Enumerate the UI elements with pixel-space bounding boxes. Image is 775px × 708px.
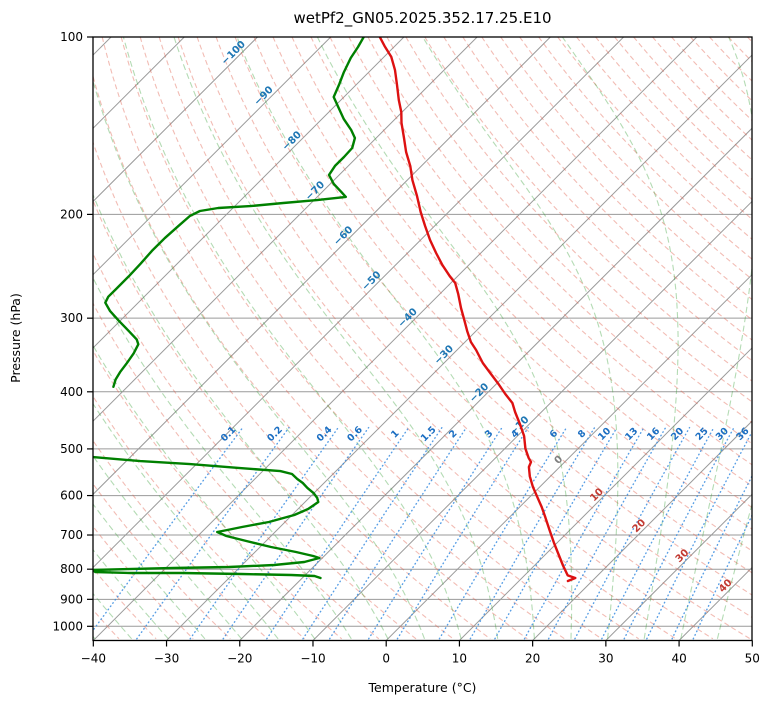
y-tick-label: 200: [60, 207, 83, 221]
isotherm-label: 10: [588, 486, 606, 504]
mixing-ratio-label: 0.6: [345, 424, 365, 444]
mixing-ratio-label: 6: [548, 428, 561, 441]
isotherm-label: −30: [433, 343, 457, 367]
mixing-ratio-label: 8: [576, 428, 589, 441]
x-tick-label: 10: [452, 652, 467, 666]
sounding-profiles: [93, 37, 577, 583]
x-tick-label: 40: [671, 652, 686, 666]
mixing-ratio-label: 2: [447, 428, 459, 440]
mixing-ratio-label: 1: [389, 428, 401, 440]
mixing-ratio-labels: 0.1 0.2 0.4 0.6 1 1.5 2 3 4 6 8 10 13 16 20 25 30 36: [219, 424, 752, 444]
isotherm-label: −20: [468, 381, 492, 405]
y-tick-label: 900: [60, 592, 83, 606]
x-tick-label: 20: [525, 652, 540, 666]
x-tick-label: 50: [745, 652, 760, 666]
y-tick-label: 600: [60, 489, 83, 503]
mixing-ratio-lines: [93, 426, 752, 640]
chart-title: wetPf2_GN05.2025.352.17.25.E10: [293, 9, 551, 28]
y-tick-label: 100: [60, 30, 83, 44]
y-tick-label: 1000: [52, 619, 83, 633]
mixing-ratio-label: 13: [623, 426, 640, 443]
mixing-ratio-label: 30: [714, 425, 731, 442]
mixing-ratio-label: 0.2: [265, 424, 285, 444]
isotherm-label: 20: [631, 517, 649, 535]
temperature-curve: [378, 37, 577, 583]
x-tick-label: −30: [154, 652, 179, 666]
isotherm-label: 0: [553, 454, 566, 467]
y-tick-label: 800: [60, 562, 83, 576]
y-tick-label: 400: [60, 385, 83, 399]
mixing-ratio-label: 25: [694, 426, 711, 443]
axis-ticks: [87, 36, 753, 647]
mixing-ratio-label: 3: [483, 428, 495, 440]
mixing-ratio-label: 0.1: [219, 424, 239, 444]
dewpoint-curve: [104, 37, 365, 388]
x-axis-label: Temperature (°C): [368, 680, 477, 695]
y-tick-label: 700: [60, 528, 83, 542]
isotherm-label: −90: [252, 84, 276, 108]
x-tick-label: −20: [227, 652, 252, 666]
isotherm-label: −50: [360, 269, 384, 293]
x-tick-label: 30: [598, 652, 613, 666]
x-tick-label: 0: [382, 652, 390, 666]
axis-tick-labels: −40 −30 −20 −10 0 10 20 30 40 5010020030040050060…: [52, 30, 759, 666]
dry-adiabat-lines: [93, 37, 752, 640]
isotherm-lines: [93, 37, 752, 641]
y-axis-label: Pressure (hPa): [8, 293, 23, 383]
x-tick-label: −10: [300, 652, 325, 666]
axes-frame: [92, 36, 753, 642]
pressure-gridlines: [93, 36, 752, 627]
isotherm-label: 30: [674, 547, 692, 565]
x-tick-label: −40: [81, 652, 106, 666]
y-tick-label: 500: [60, 442, 83, 456]
isotherm-label: −100: [219, 39, 247, 67]
mixing-ratio-label: 36: [734, 425, 751, 442]
y-tick-label: 300: [60, 311, 83, 325]
dewpoint-curve-lower: [93, 455, 322, 580]
